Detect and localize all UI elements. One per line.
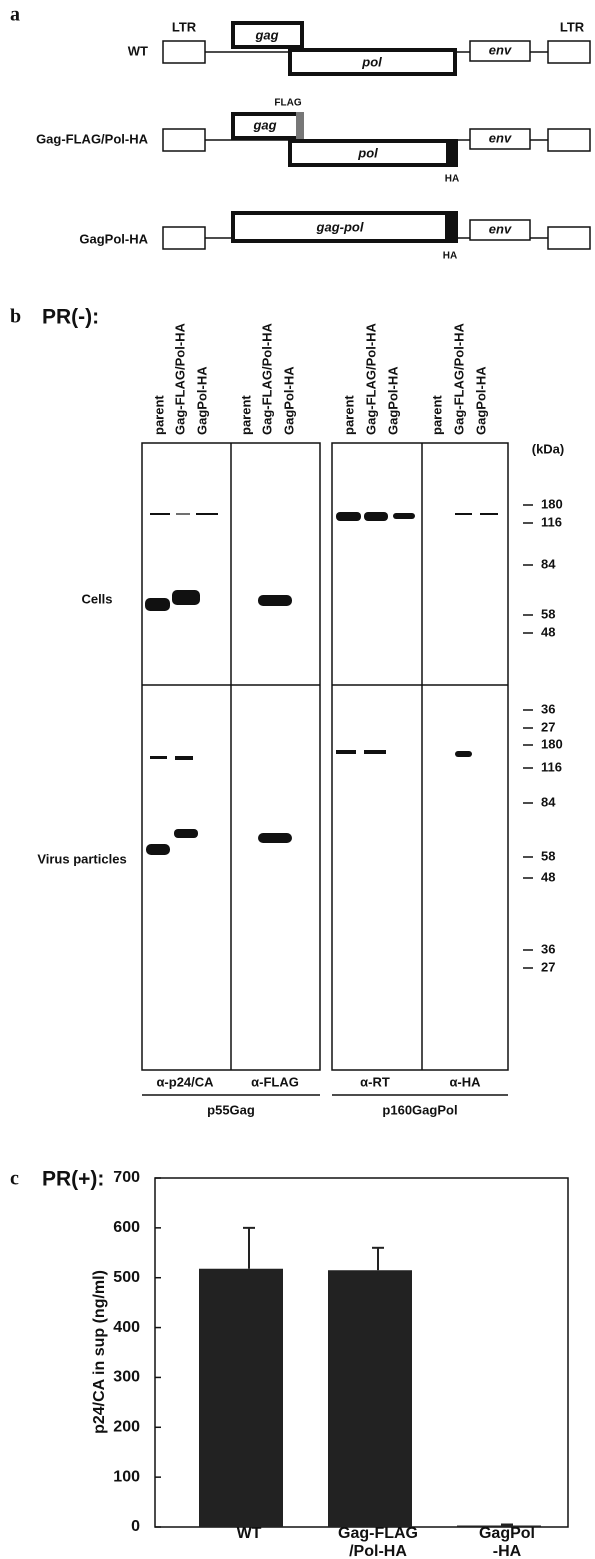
flag-tag bbox=[296, 112, 304, 140]
lane-label: GagPol-HA bbox=[473, 366, 488, 435]
lane-label: parent bbox=[238, 395, 253, 435]
y-tick-label: 700 bbox=[113, 1169, 140, 1186]
group-label: p55Gag bbox=[207, 1102, 255, 1117]
panel-letter: b bbox=[10, 306, 21, 328]
lane-label: parent bbox=[341, 395, 356, 435]
marker-label: 84 bbox=[541, 556, 556, 571]
lane-label: parent bbox=[429, 395, 444, 435]
antibody-label: α-RT bbox=[360, 1074, 390, 1089]
marker-label: 36 bbox=[541, 941, 555, 956]
marker-label: 48 bbox=[541, 869, 555, 884]
ha-tag bbox=[446, 211, 458, 243]
box-label: env bbox=[489, 42, 512, 57]
y-tick-label: 200 bbox=[113, 1419, 140, 1436]
antibody-label: α-FLAG bbox=[251, 1074, 299, 1089]
blot bbox=[332, 443, 508, 1070]
row-label: Cells bbox=[81, 591, 112, 606]
antibody-label: α-HA bbox=[449, 1074, 481, 1089]
kda-label: (kDa) bbox=[532, 441, 565, 456]
marker-label: 180 bbox=[541, 496, 563, 511]
y-axis-label: p24/CA in sup (ng/ml) bbox=[91, 1270, 108, 1434]
group-label: p160GagPol bbox=[382, 1102, 457, 1117]
box-label: gag bbox=[254, 27, 278, 42]
marker-label: 27 bbox=[541, 959, 555, 974]
marker-label: 58 bbox=[541, 848, 555, 863]
ltr-box bbox=[548, 41, 590, 63]
condition: PR(-): bbox=[42, 306, 99, 329]
marker-label: 116 bbox=[541, 514, 562, 529]
lane-label: parent bbox=[151, 395, 166, 435]
condition: PR(+): bbox=[42, 1168, 104, 1191]
figure: a WT Gag-FLAG/Pol-HA GagPol-HA LTR LTR g… bbox=[0, 0, 595, 1559]
x-tick-label: WT bbox=[237, 1525, 262, 1542]
box-label: pol bbox=[357, 145, 378, 160]
panel-letter: a bbox=[10, 4, 20, 26]
marker-label: 48 bbox=[541, 624, 555, 639]
ltr-box bbox=[548, 129, 590, 151]
marker-label: 36 bbox=[541, 701, 555, 716]
box-label: FLAG bbox=[274, 98, 301, 109]
y-tick-label: 100 bbox=[113, 1468, 140, 1485]
antibody-label: α-p24/CA bbox=[156, 1074, 214, 1089]
marker-label: 84 bbox=[541, 794, 556, 809]
box-label: HA bbox=[443, 251, 457, 262]
y-tick-label: 400 bbox=[113, 1319, 140, 1336]
x-tick-label: GagPol-HA bbox=[479, 1525, 535, 1559]
y-tick-label: 300 bbox=[113, 1369, 140, 1386]
bar bbox=[457, 1526, 541, 1527]
lane-label: Gag-FLAG/Pol-HA bbox=[363, 322, 378, 435]
ltr-box bbox=[163, 129, 205, 151]
y-tick-label: 0 bbox=[131, 1518, 140, 1535]
x-tick-label: Gag-FLAG/Pol-HA bbox=[338, 1525, 418, 1559]
lane-label: GagPol-HA bbox=[194, 366, 209, 435]
marker-label: 58 bbox=[541, 606, 555, 621]
box-label: pol bbox=[361, 54, 382, 69]
marker-label: 180 bbox=[541, 736, 563, 751]
error-bar bbox=[243, 1228, 255, 1269]
row-label: WT bbox=[128, 43, 148, 58]
box-label: gag-pol bbox=[316, 219, 364, 234]
marker-label: 27 bbox=[541, 719, 555, 734]
ltr-box bbox=[163, 227, 205, 249]
lane-label: GagPol-HA bbox=[281, 366, 296, 435]
panel-letter: c bbox=[10, 1168, 19, 1190]
lane-label: Gag-FLAG/Pol-HA bbox=[259, 322, 274, 435]
box-label: gag bbox=[252, 117, 276, 132]
box-label: env bbox=[489, 130, 512, 145]
row-label: Gag-FLAG/Pol-HA bbox=[36, 131, 149, 146]
box-label: LTR bbox=[560, 19, 585, 34]
ltr-box bbox=[163, 41, 205, 63]
row-label: Virus particles bbox=[37, 851, 126, 866]
bar bbox=[199, 1269, 283, 1527]
y-tick-label: 500 bbox=[113, 1269, 140, 1286]
marker-label: 116 bbox=[541, 759, 562, 774]
lane-label: Gag-FLAG/Pol-HA bbox=[451, 322, 466, 435]
bar bbox=[328, 1270, 412, 1527]
row-label: GagPol-HA bbox=[79, 231, 148, 246]
lane-label: GagPol-HA bbox=[385, 366, 400, 435]
error-bar bbox=[372, 1248, 384, 1270]
lane-label: Gag-FLAG/Pol-HA bbox=[172, 322, 187, 435]
error-bar bbox=[501, 1525, 513, 1526]
box-label: LTR bbox=[172, 19, 197, 34]
box-label: env bbox=[489, 221, 512, 236]
y-tick-label: 600 bbox=[113, 1219, 140, 1236]
ha-tag bbox=[446, 139, 458, 167]
box-label: HA bbox=[445, 174, 459, 185]
ltr-box bbox=[548, 227, 590, 249]
